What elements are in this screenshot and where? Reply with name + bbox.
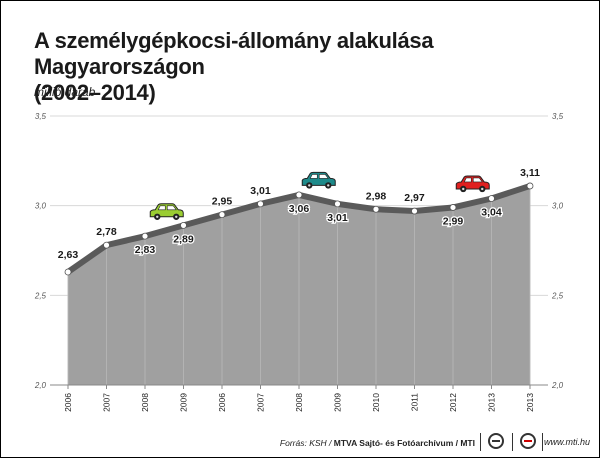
- x-tick-label: 2010: [371, 393, 381, 412]
- y-tick-label-right: 3,5: [552, 112, 564, 121]
- x-tick-label: 2009: [179, 393, 189, 412]
- data-point: [141, 232, 149, 240]
- y-tick-label-right: 2,0: [551, 381, 564, 390]
- x-tick-label: 2011: [410, 393, 420, 412]
- y-tick-label-right: 2,5: [551, 291, 564, 300]
- data-label: 3,11: [520, 167, 540, 179]
- website-link[interactable]: www.mti.hu: [543, 437, 590, 447]
- source-org: MTVA Sajtó- és Fotóarchívum / MTI: [333, 438, 475, 448]
- data-label: 3,06: [289, 203, 310, 215]
- mtva-logo-icon: [520, 433, 536, 449]
- car-hubcap: [327, 184, 330, 187]
- data-point: [103, 241, 110, 249]
- x-tick-label: 2007: [256, 393, 266, 412]
- x-tick-label: 2006: [63, 393, 73, 412]
- car-body: [149, 203, 184, 218]
- car-window: [318, 174, 329, 179]
- car-icon: [149, 203, 184, 220]
- y-tick-label-left: 3,0: [35, 202, 47, 211]
- data-point: [334, 200, 341, 208]
- data-label: 3,01: [250, 185, 271, 197]
- car-hubcap: [481, 187, 484, 191]
- data-label: 2,89: [173, 233, 194, 245]
- x-tick-label: 2006: [217, 393, 227, 412]
- data-point: [218, 211, 226, 219]
- car-hubcap: [462, 187, 465, 191]
- source-credit: Forrás: KSH / MTVA Sajtó- és Fotóarchívu…: [280, 438, 475, 448]
- data-label: 3,01: [327, 212, 348, 224]
- data-point: [488, 195, 495, 202]
- data-point: [295, 191, 303, 199]
- data-label: 3,04: [481, 206, 502, 218]
- data-point: [411, 207, 418, 215]
- car-hubcap: [308, 184, 311, 187]
- mti-logo-icon: [488, 433, 504, 449]
- data-point: [526, 182, 534, 190]
- chart-title: A személygépkocsi-állomány alakulása Mag…: [34, 28, 574, 106]
- x-tick-label: 2008: [294, 393, 304, 412]
- car-hubcap: [156, 215, 159, 218]
- chart-title-line-2: (2002–2014): [34, 80, 156, 105]
- y-tick-label-left: 2,5: [34, 291, 47, 300]
- y-tick-label-right: 3,0: [552, 202, 564, 211]
- y-tick-label-left: 3,5: [35, 112, 47, 121]
- source-prefix: Forrás: KSH /: [279, 438, 332, 448]
- x-tick-label: 2013: [525, 393, 535, 412]
- car-body: [455, 175, 490, 190]
- x-tick-label: 2012: [448, 393, 458, 412]
- car-window: [472, 177, 483, 183]
- data-label: 2,95: [212, 196, 233, 208]
- data-label: 2,83: [135, 244, 156, 256]
- data-label: 2,78: [96, 226, 117, 238]
- footer: Forrás: KSH / MTVA Sajtó- és Fotóarchívu…: [0, 428, 600, 456]
- car-window: [309, 174, 318, 179]
- x-tick-label: 2007: [102, 393, 112, 412]
- car-hubcap: [175, 215, 178, 218]
- x-tick-label: 2013: [487, 393, 497, 412]
- data-point: [180, 221, 187, 229]
- x-tick-label: 2008: [140, 393, 150, 412]
- data-point: [64, 268, 72, 276]
- car-window: [157, 205, 166, 211]
- unit-label: millió darab: [34, 85, 96, 99]
- footer-separator: [480, 433, 481, 451]
- data-point: [257, 200, 264, 208]
- data-point: [449, 204, 457, 211]
- car-window: [166, 205, 177, 211]
- data-point: [372, 205, 380, 213]
- footer-separator: [512, 433, 513, 451]
- data-label: 2,98: [366, 190, 387, 202]
- data-label: 2,97: [404, 192, 425, 204]
- y-tick-label-left: 2,0: [34, 381, 47, 390]
- car-icon: [455, 175, 490, 193]
- car-icon: [301, 171, 336, 189]
- car-body: [301, 171, 336, 186]
- data-label: 2,99: [443, 215, 464, 227]
- data-label: 2,63: [58, 249, 79, 261]
- car-window: [463, 177, 472, 183]
- chart-title-line-1: A személygépkocsi-állomány alakulása Mag…: [34, 28, 434, 79]
- x-tick-label: 2009: [333, 393, 343, 412]
- footer-separator: [542, 433, 543, 451]
